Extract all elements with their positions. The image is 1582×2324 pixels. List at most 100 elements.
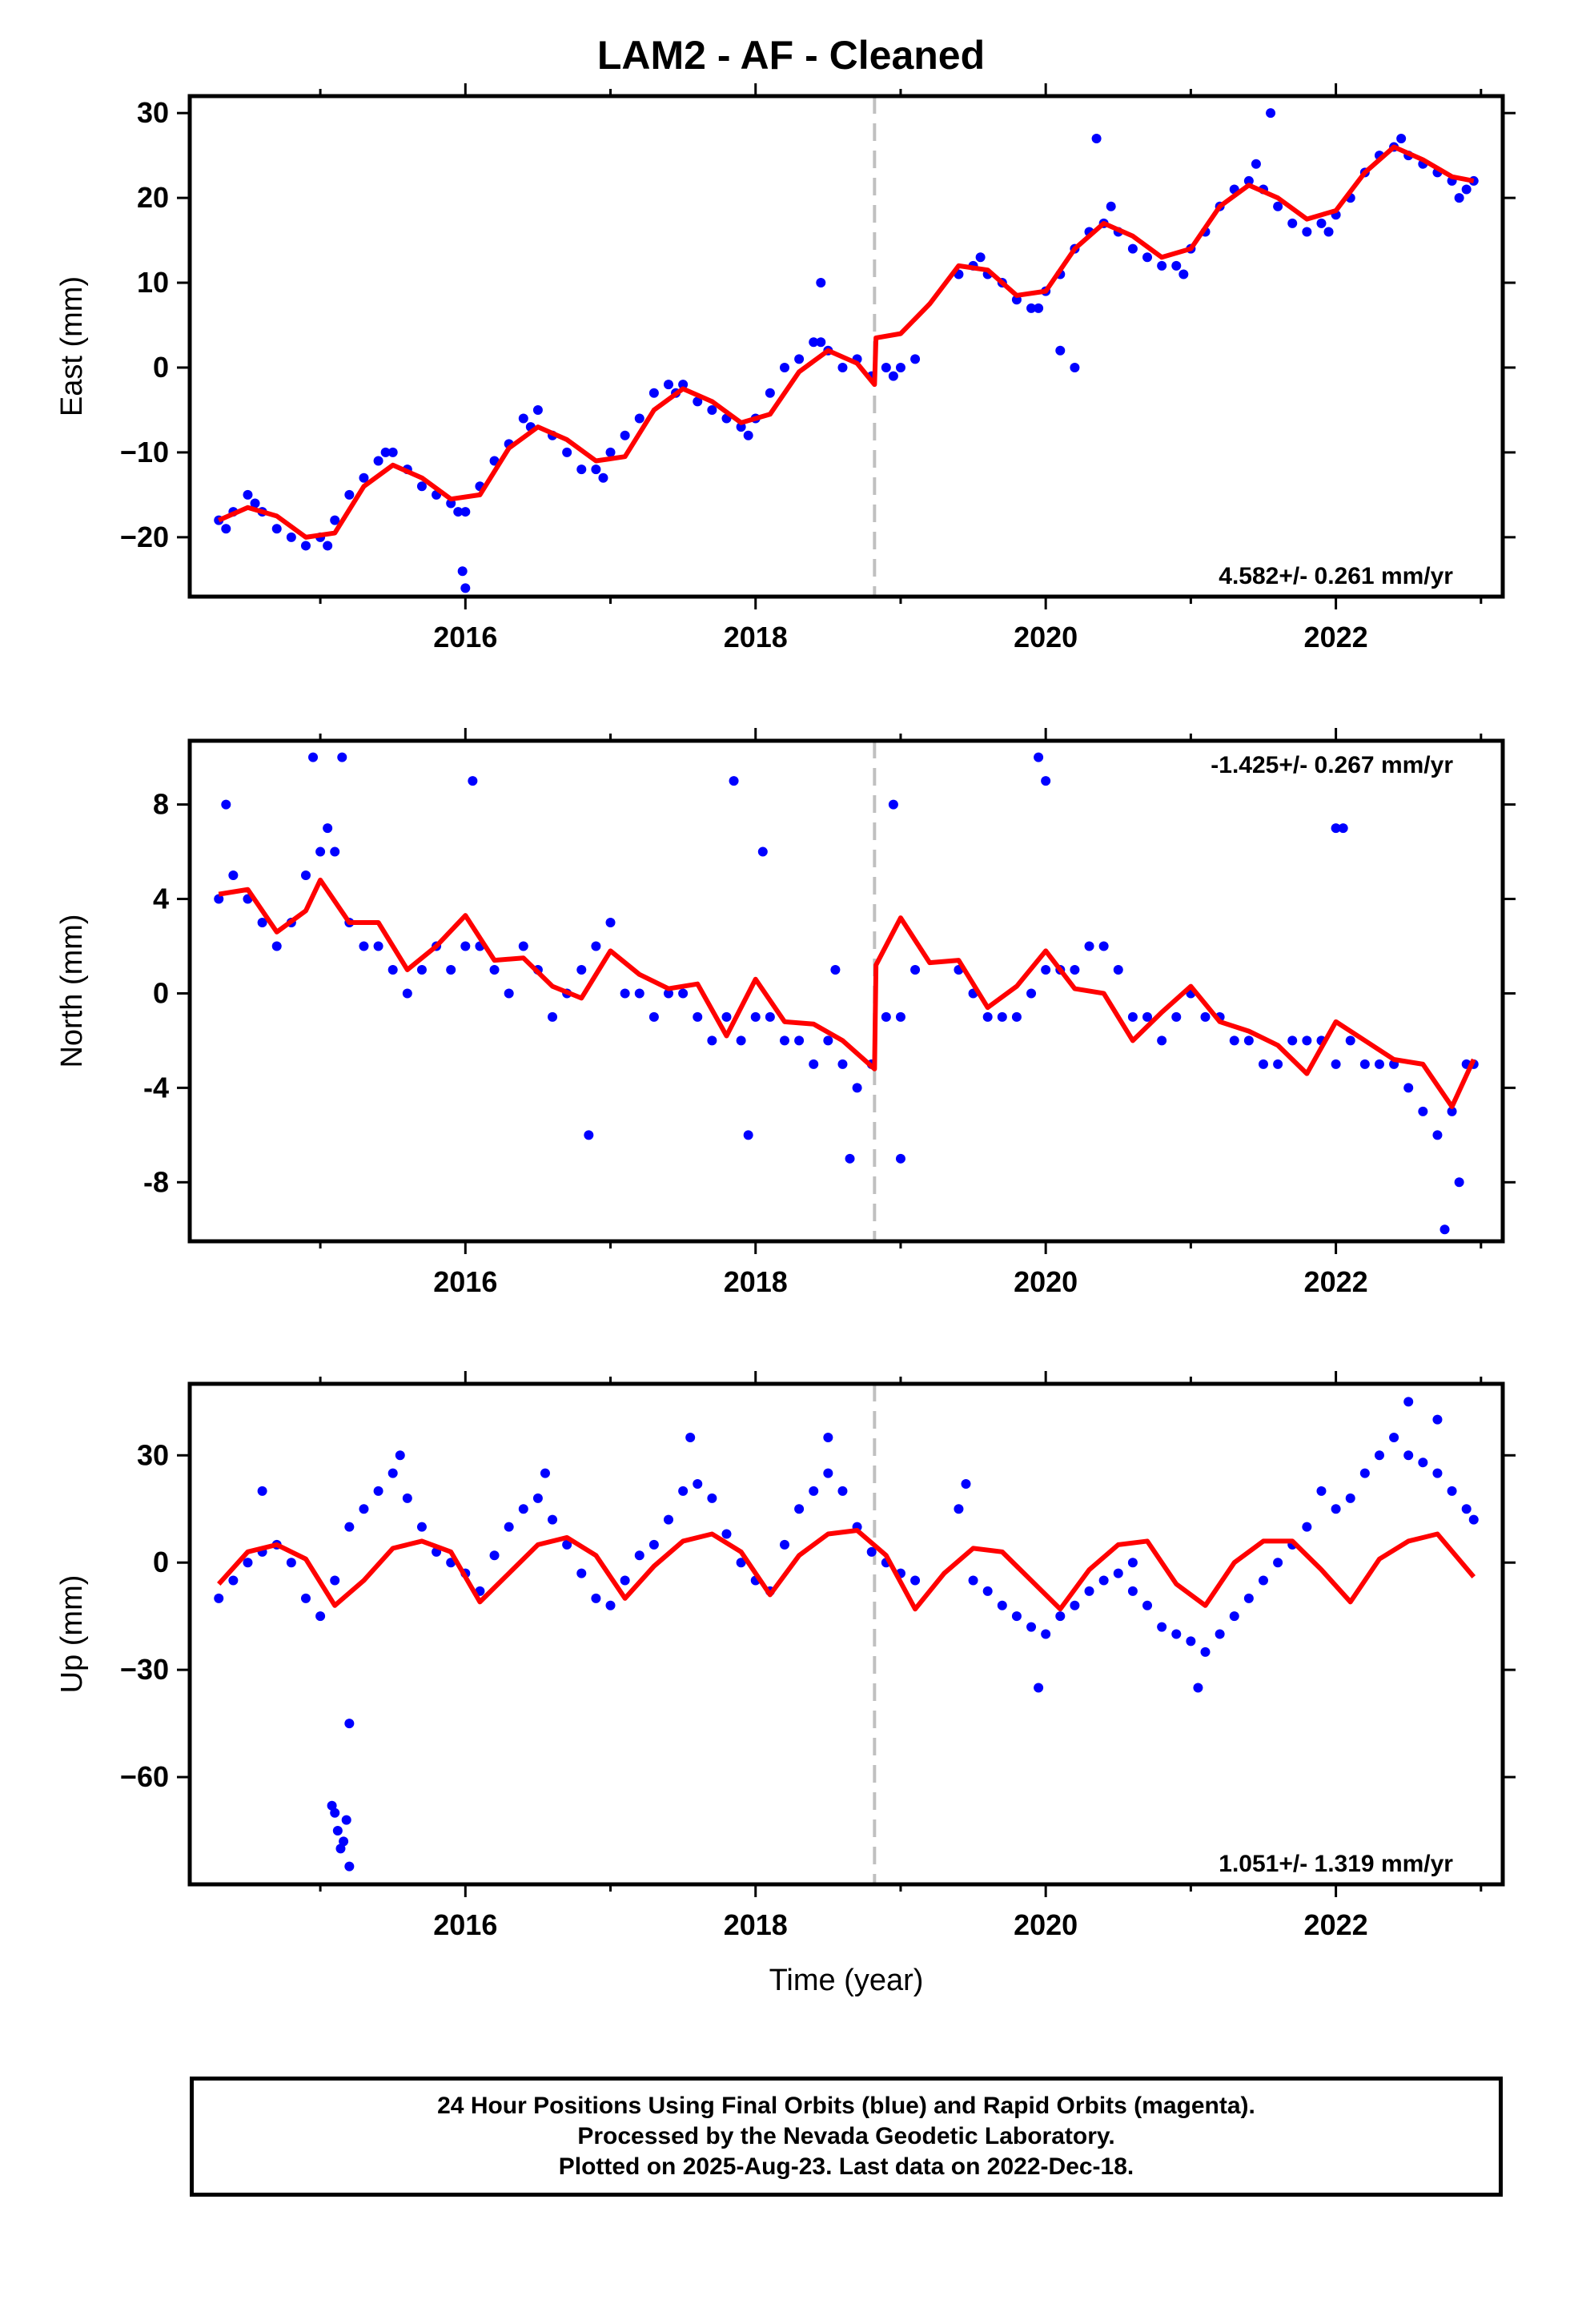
data-point xyxy=(809,1486,819,1496)
data-point xyxy=(910,964,921,975)
data-point xyxy=(332,1826,343,1836)
data-point xyxy=(1287,218,1298,228)
data-point xyxy=(315,846,326,857)
data-point xyxy=(1193,1683,1203,1693)
x-tick-label: 2018 xyxy=(724,1265,788,1298)
data-point xyxy=(678,380,689,390)
data-point xyxy=(359,1504,369,1514)
data-point xyxy=(344,489,355,500)
data-point xyxy=(337,752,347,762)
data-point xyxy=(387,964,398,975)
data-point xyxy=(380,447,391,457)
data-point xyxy=(823,1035,833,1046)
data-point xyxy=(1070,362,1080,372)
data-point xyxy=(961,1479,971,1489)
data-point xyxy=(1127,1586,1138,1596)
y-tick-label: 0 xyxy=(153,351,169,384)
data-point xyxy=(888,799,898,810)
x-tick-label: 2022 xyxy=(1304,621,1368,653)
data-point xyxy=(693,1011,703,1022)
data-point xyxy=(975,252,986,263)
data-point xyxy=(373,1486,383,1496)
data-point xyxy=(1200,1011,1211,1022)
data-point xyxy=(721,1529,732,1539)
east-panel: 2016 2018 2020 2022 30 20 10 0 −10 −20 East (mm) 4.… xyxy=(55,83,1516,653)
data-point xyxy=(1070,1600,1080,1610)
data-point xyxy=(228,1575,239,1586)
y-tick-label: 10 xyxy=(137,266,169,299)
data-point xyxy=(757,846,768,857)
data-point xyxy=(1127,1011,1138,1022)
data-point xyxy=(1316,218,1327,228)
rate-label: 4.582+/- 0.261 mm/yr xyxy=(1219,563,1453,589)
data-point xyxy=(1461,1504,1472,1514)
data-point xyxy=(707,404,717,415)
data-point xyxy=(504,1522,514,1532)
footer-line-1: 24 Hour Positions Using Final Orbits (bl… xyxy=(437,2093,1255,2119)
data-point xyxy=(1243,1035,1254,1046)
data-point xyxy=(323,541,333,551)
data-point xyxy=(1323,227,1334,237)
y-tick-label: 20 xyxy=(137,181,169,214)
data-point xyxy=(895,362,905,372)
data-point xyxy=(765,1011,775,1022)
data-point xyxy=(402,1493,412,1503)
data-point xyxy=(257,1486,267,1496)
data-point xyxy=(779,1035,789,1046)
data-point xyxy=(1243,1593,1254,1603)
data-point xyxy=(214,894,224,904)
footer-line-3: Plotted on 2025-Aug-23. Last data on 202… xyxy=(558,2153,1134,2180)
data-point xyxy=(845,1153,855,1164)
plot-frame xyxy=(187,1381,1505,1887)
data-point xyxy=(1171,1011,1182,1022)
data-point xyxy=(286,1558,296,1568)
data-point xyxy=(1273,201,1283,211)
data-point xyxy=(598,472,608,483)
data-point xyxy=(416,481,427,492)
data-point xyxy=(373,941,383,951)
data-point xyxy=(809,337,819,348)
data-point xyxy=(1127,1558,1138,1568)
data-point xyxy=(1098,1575,1109,1586)
data-point xyxy=(1287,1035,1298,1046)
data-point xyxy=(1243,175,1254,186)
data-point xyxy=(620,1575,630,1586)
data-point xyxy=(591,464,601,475)
data-point xyxy=(214,1593,224,1603)
data-point xyxy=(1418,1458,1428,1468)
data-point xyxy=(1403,1397,1414,1407)
data-point xyxy=(591,941,601,951)
data-point xyxy=(620,988,630,999)
data-point xyxy=(729,776,739,786)
data-point xyxy=(982,1011,993,1022)
data-point xyxy=(457,566,468,577)
data-point xyxy=(693,396,703,407)
data-point xyxy=(678,988,689,999)
data-point xyxy=(634,1550,644,1561)
data-point xyxy=(648,1011,659,1022)
x-tick-label: 2016 xyxy=(433,1908,497,1941)
data-point xyxy=(707,1035,717,1046)
data-point xyxy=(330,515,340,525)
data-point xyxy=(1142,1011,1153,1022)
data-point xyxy=(816,337,826,348)
data-point xyxy=(540,1468,550,1478)
data-point xyxy=(518,413,528,424)
y-tick-label: 30 xyxy=(137,96,169,129)
data-point xyxy=(678,1486,689,1496)
footer-line-2: Processed by the Nevada Geodetic Laborat… xyxy=(577,2123,1115,2149)
data-point xyxy=(1084,1586,1094,1596)
data-point xyxy=(228,870,239,881)
data-point xyxy=(1142,252,1153,263)
data-point xyxy=(1200,1647,1211,1657)
data-point xyxy=(344,1719,355,1729)
data-point xyxy=(1127,243,1138,254)
data-point xyxy=(1418,1106,1428,1116)
data-point xyxy=(1461,184,1472,195)
data-point xyxy=(300,541,311,551)
data-point xyxy=(576,464,587,475)
data-point xyxy=(779,1539,789,1550)
data-point xyxy=(1041,1629,1051,1639)
data-point xyxy=(468,776,478,786)
